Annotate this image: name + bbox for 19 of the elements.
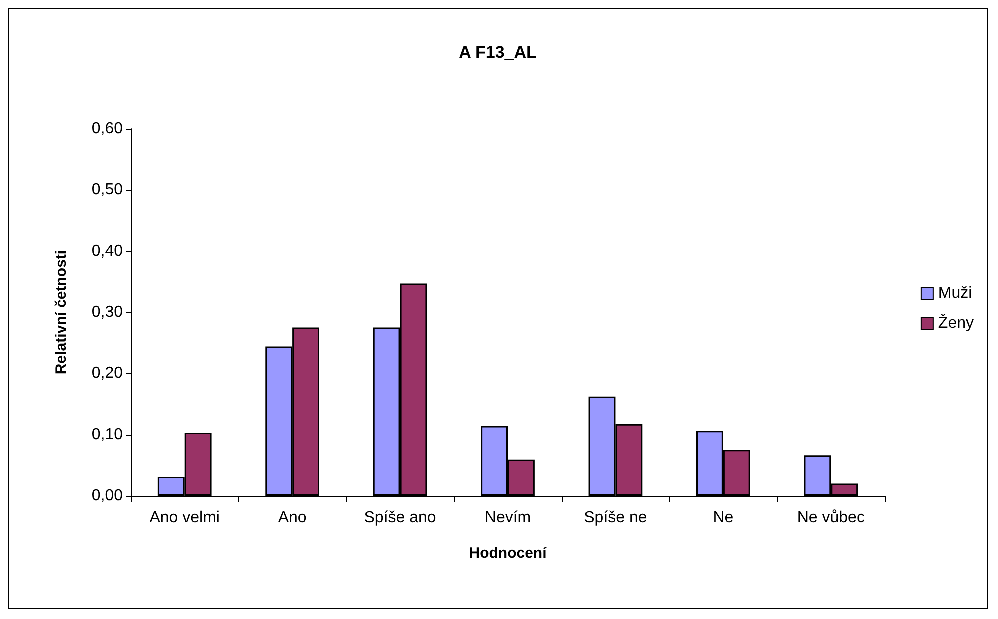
y-tick-label: 0,10: [92, 426, 124, 444]
chart-title: A F13_AL: [459, 43, 537, 62]
x-axis-title: Hodnocení: [469, 545, 548, 562]
y-tick-label: 0,50: [92, 182, 124, 199]
y-tick-label: 0,00: [92, 488, 124, 504]
y-axis-title: Relativní četnosti: [53, 250, 70, 375]
y-tick-label: 0,30: [92, 304, 124, 321]
x-tick-label: Spíše ne: [584, 510, 648, 526]
x-tick-label: Ne vůbec: [797, 510, 865, 526]
x-tick-label: Nevím: [484, 510, 532, 526]
legend-label: Ženy: [938, 314, 974, 332]
x-tick-label: Ano: [278, 510, 307, 526]
y-tick-label: 0,40: [92, 242, 124, 260]
x-tick-label: Ne: [713, 510, 734, 526]
legend-label: Muži: [938, 285, 972, 302]
y-tick-label: 0,20: [92, 365, 124, 382]
y-tick-label: 0,60: [92, 120, 124, 138]
x-tick-label: Ano velmi: [150, 510, 220, 526]
x-tick-label: Spíše ano: [364, 510, 436, 526]
